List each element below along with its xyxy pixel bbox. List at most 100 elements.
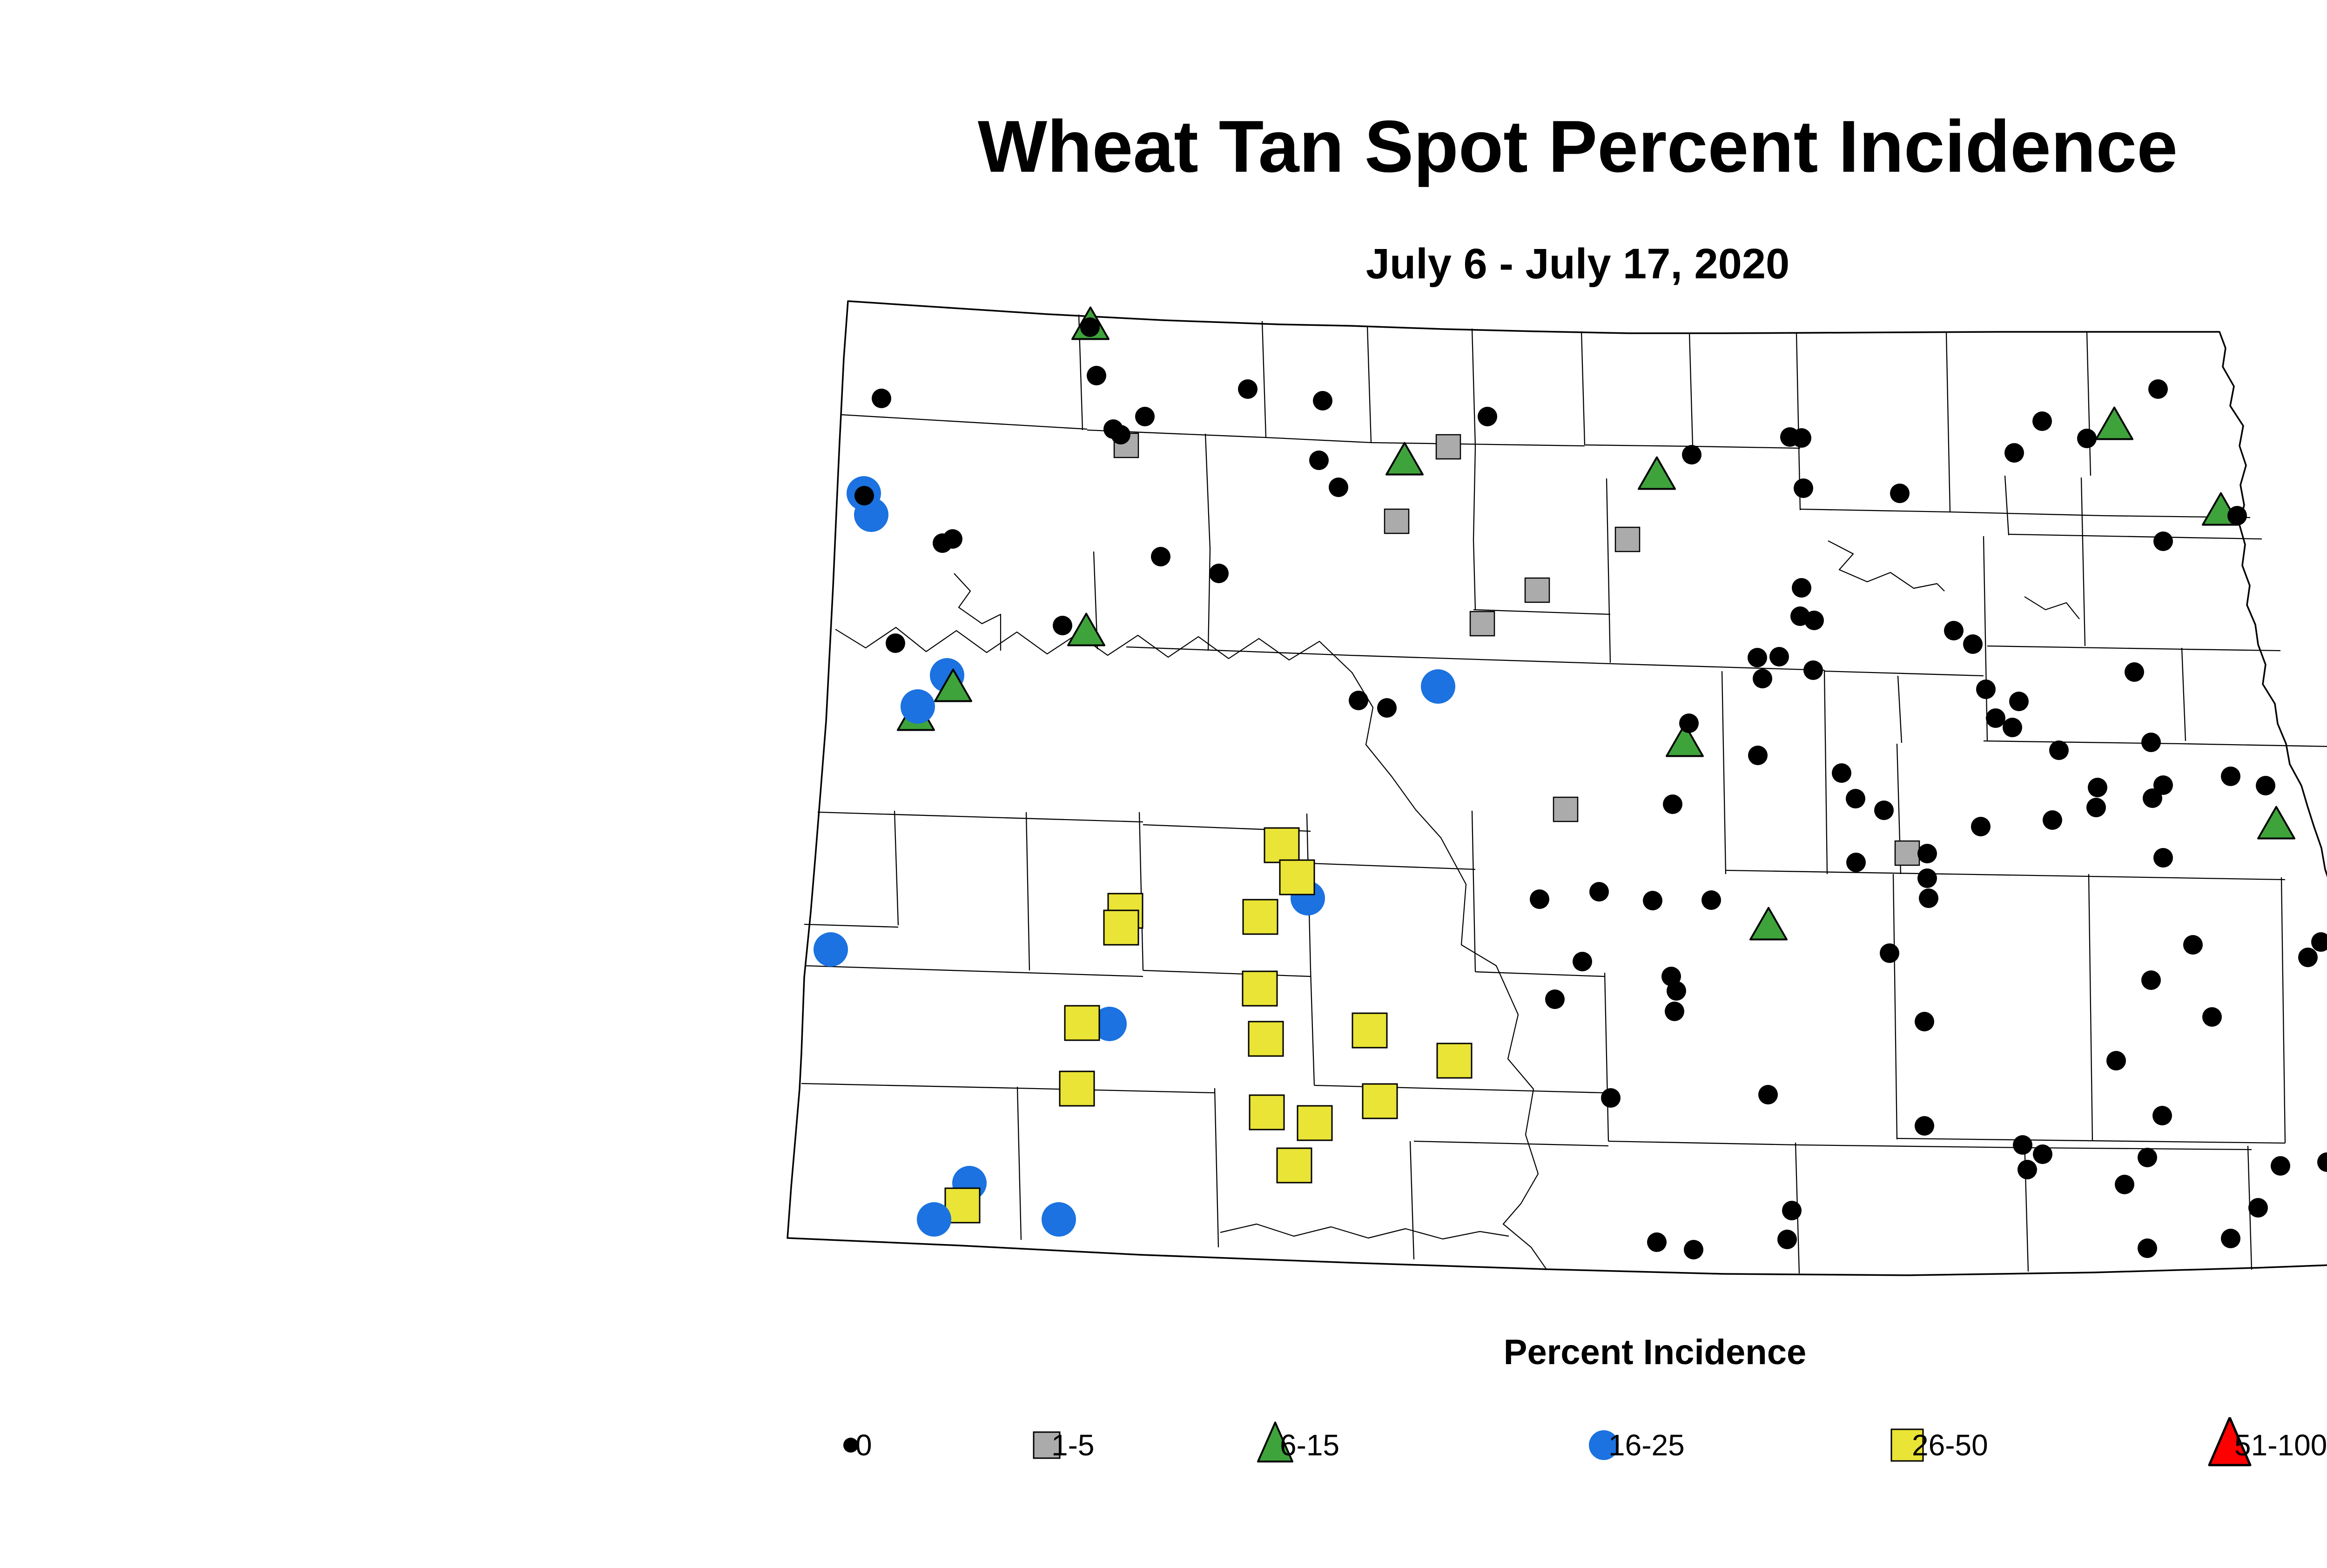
- map-marker-0: [1478, 407, 1497, 426]
- map-marker-0: [2088, 778, 2107, 797]
- map-marker-0: [2202, 1007, 2222, 1027]
- map-marker-0: [1313, 391, 1332, 411]
- map-marker-1-5: [1435, 434, 1461, 460]
- map-marker-1-5: [1384, 508, 1410, 534]
- map-marker-0: [2152, 1106, 2172, 1125]
- map-marker-0: [2018, 1160, 2037, 1179]
- map-marker-6-15: [2095, 406, 2133, 440]
- map-marker-0: [1976, 680, 1996, 699]
- map-marker-6-15: [1385, 442, 1424, 476]
- map-marker-16-25: [1042, 1202, 1076, 1237]
- map-marker-0: [1349, 691, 1368, 710]
- map-marker-0: [1919, 888, 1938, 908]
- triangle-legend-icon: [2208, 1417, 2252, 1467]
- map-marker-26-50: [1279, 859, 1315, 895]
- legend-item-label: 6-15: [1280, 1428, 1340, 1462]
- legend-item-label: 16-25: [1608, 1428, 1685, 1462]
- map-marker-0: [1890, 484, 1910, 503]
- map-marker-0: [1880, 943, 1899, 963]
- marker-layer: [814, 306, 2327, 1259]
- map-marker-0: [1874, 801, 1894, 820]
- map-marker-0: [2086, 798, 2106, 817]
- map-marker-0: [943, 529, 962, 549]
- map-marker-0: [872, 389, 891, 408]
- map-marker-0: [1917, 844, 1937, 863]
- map-marker-16-25: [901, 689, 935, 724]
- map-marker-1-5: [1894, 840, 1920, 866]
- map-marker-0: [1080, 317, 1100, 337]
- map-marker-16-25: [917, 1202, 951, 1237]
- map-marker-0: [1684, 1240, 1703, 1259]
- map-marker-0: [2032, 411, 2052, 431]
- legend-item-label: 26-50: [1912, 1428, 1988, 1462]
- map-marker-0: [2256, 776, 2275, 795]
- map-marker-0: [2138, 1238, 2157, 1258]
- map-marker-26-50: [1436, 1043, 1473, 1079]
- map-marker-0: [1986, 708, 2005, 728]
- map-marker-0: [1748, 746, 1768, 765]
- map-marker-0: [886, 633, 905, 653]
- map-marker-0: [2221, 767, 2240, 786]
- map-marker-0: [1589, 882, 1609, 902]
- map-marker-0: [1209, 564, 1229, 583]
- map-marker-0: [854, 486, 874, 505]
- triangle-legend-icon: [1257, 1421, 1293, 1463]
- map-marker-0: [2003, 718, 2022, 737]
- state-outline: [787, 300, 2327, 1276]
- map-marker-0: [1944, 621, 1964, 640]
- map-marker-0: [2077, 429, 2097, 448]
- map-marker-0: [1777, 1230, 1797, 1249]
- map-marker-0: [1665, 1002, 1684, 1021]
- map-marker-26-50: [1362, 1083, 1398, 1119]
- map-marker-0: [2227, 506, 2247, 525]
- map-marker-0: [2183, 935, 2203, 955]
- map-marker-0: [1151, 547, 1170, 566]
- map-marker-0: [1135, 407, 1155, 426]
- map-marker-0: [1846, 853, 1866, 872]
- map-marker-0: [1758, 1085, 1778, 1104]
- map-marker-6-15: [1666, 723, 1704, 757]
- map-marker-0: [1792, 578, 1811, 598]
- map-marker-0: [1647, 1232, 1667, 1252]
- river-lines: [835, 540, 2080, 1269]
- map-marker-0: [2049, 740, 2069, 760]
- map-marker-0: [2125, 662, 2144, 682]
- map-marker-6-15: [1067, 612, 1105, 646]
- map-marker-6-15: [934, 668, 972, 702]
- map-marker-0: [2115, 1175, 2134, 1194]
- square-legend-icon: [1890, 1428, 1924, 1462]
- map-marker-0: [2143, 788, 2162, 808]
- map-marker-0: [1846, 789, 1865, 808]
- map-marker-26-50: [1059, 1070, 1095, 1107]
- legend-item-label: 1-5: [1051, 1428, 1095, 1462]
- map-marker-0: [1643, 891, 1662, 910]
- map-marker-16-25: [1092, 1007, 1127, 1041]
- map-marker-1-5: [1614, 526, 1641, 552]
- map-marker-0: [1053, 616, 1072, 635]
- map-marker-0: [2248, 1198, 2268, 1218]
- map-marker-0: [1238, 379, 1258, 399]
- map-marker-0: [2311, 932, 2327, 952]
- map-marker-0: [1748, 648, 1767, 667]
- map-marker-0: [2009, 692, 2029, 711]
- map-marker-0: [1111, 425, 1130, 444]
- map-marker-0: [2271, 1156, 2290, 1176]
- map-marker-26-50: [1352, 1012, 1388, 1049]
- map-marker-0: [1329, 478, 1348, 497]
- map-marker-0: [2148, 379, 2168, 399]
- map-marker-0: [2106, 1051, 2126, 1070]
- map-marker-6-15: [2257, 806, 2295, 840]
- map-marker-0: [1679, 713, 1699, 733]
- map-marker-0: [1915, 1116, 1934, 1136]
- map-marker-0: [1530, 889, 1549, 909]
- circle-legend-icon: [1589, 1430, 1619, 1460]
- map-marker-0: [2298, 948, 2318, 967]
- map-marker-1-5: [1553, 796, 1579, 822]
- map-marker-0: [1753, 669, 1772, 688]
- map-marker-0: [1663, 794, 1682, 814]
- map-marker-0: [2317, 1152, 2327, 1172]
- map-marker-0: [1309, 451, 1329, 470]
- map-marker-0: [1971, 817, 1991, 836]
- map-marker-16-25: [854, 498, 888, 532]
